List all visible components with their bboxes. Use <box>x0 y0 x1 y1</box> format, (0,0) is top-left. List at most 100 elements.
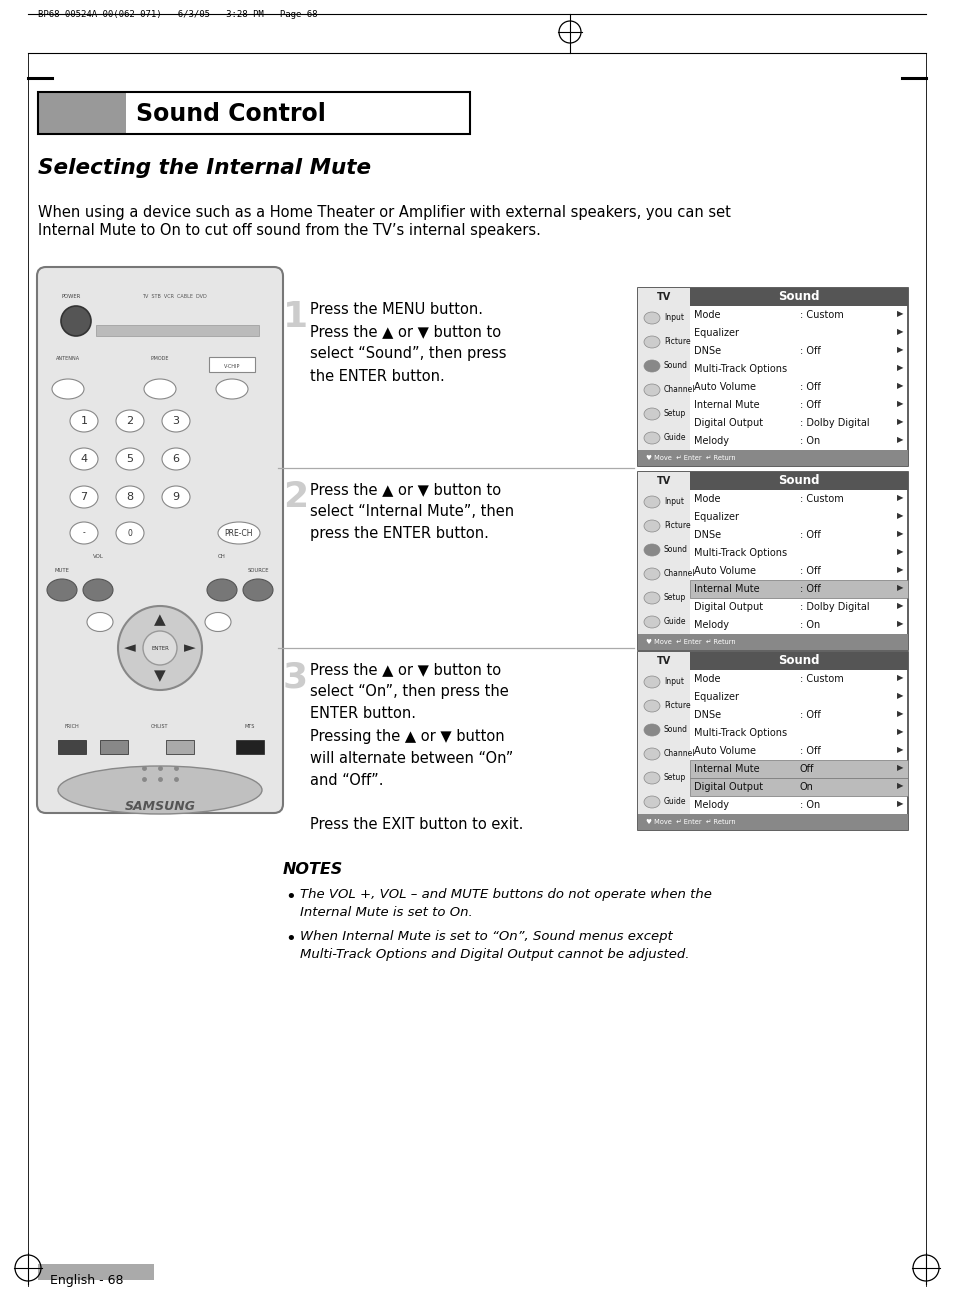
Text: ▶: ▶ <box>896 584 902 592</box>
Text: Input: Input <box>663 497 683 506</box>
Text: Digital Output: Digital Output <box>693 782 762 791</box>
Text: ▶: ▶ <box>896 310 902 319</box>
Text: POWER: POWER <box>62 294 81 299</box>
Text: Channel: Channel <box>663 749 695 758</box>
Bar <box>638 652 689 830</box>
Text: : Custom: : Custom <box>800 493 842 503</box>
Text: English - 68: English - 68 <box>50 1274 123 1287</box>
Bar <box>638 472 907 650</box>
Text: SOURCE: SOURCE <box>247 569 269 572</box>
Ellipse shape <box>643 384 659 396</box>
Text: DNSe: DNSe <box>693 709 720 719</box>
Text: Multi-Track Options: Multi-Track Options <box>693 548 786 558</box>
Text: 8: 8 <box>127 492 133 502</box>
Text: BP68-00524A-00(062-071)   6/3/05   3:28 PM   Page 68: BP68-00524A-00(062-071) 6/3/05 3:28 PM P… <box>38 10 317 20</box>
Text: ENTER: ENTER <box>151 645 169 650</box>
Bar <box>638 472 689 650</box>
Text: ▶: ▶ <box>896 363 902 372</box>
Text: V-CHIP: V-CHIP <box>224 364 240 369</box>
Text: ▶: ▶ <box>896 800 902 808</box>
Bar <box>58 740 86 755</box>
Text: : Dolby Digital: : Dolby Digital <box>800 601 869 611</box>
Bar <box>209 356 254 372</box>
Text: TV: TV <box>657 476 670 487</box>
Ellipse shape <box>643 796 659 808</box>
Text: When Internal Mute is set to “On”, Sound menus except
Multi-Track Options and Di: When Internal Mute is set to “On”, Sound… <box>299 930 689 961</box>
Text: 3: 3 <box>283 660 308 693</box>
Text: CHLIST: CHLIST <box>152 723 169 729</box>
Text: 7: 7 <box>80 492 88 502</box>
Text: SAMSUNG: SAMSUNG <box>125 800 195 813</box>
Ellipse shape <box>643 544 659 556</box>
Text: PRE-CH: PRE-CH <box>225 528 253 537</box>
Bar <box>638 652 907 830</box>
Text: : Off: : Off <box>800 709 820 719</box>
Text: ▶: ▶ <box>896 764 902 773</box>
Ellipse shape <box>643 569 659 580</box>
Text: ♥ Move  ↵ Enter  ↵ Return: ♥ Move ↵ Enter ↵ Return <box>645 455 735 461</box>
Text: ▶: ▶ <box>896 530 902 539</box>
Text: Picture: Picture <box>663 701 690 710</box>
Text: Multi-Track Options: Multi-Track Options <box>693 363 786 373</box>
Text: Mode: Mode <box>693 674 720 683</box>
Text: Auto Volume: Auto Volume <box>693 566 755 575</box>
Text: Press the ▲ or ▼ button to
select “Internal Mute”, then
press the ENTER button.: Press the ▲ or ▼ button to select “Inter… <box>310 481 514 541</box>
Text: ▶: ▶ <box>896 566 902 575</box>
Text: : Off: : Off <box>800 745 820 756</box>
Text: : Off: : Off <box>800 381 820 392</box>
Ellipse shape <box>162 448 190 470</box>
Text: 6: 6 <box>172 454 179 464</box>
Ellipse shape <box>643 496 659 507</box>
Text: 4: 4 <box>80 454 88 464</box>
Bar <box>166 740 193 755</box>
Text: Sound: Sound <box>663 362 687 371</box>
Text: Mode: Mode <box>693 310 720 320</box>
Text: ANTENNA: ANTENNA <box>56 356 80 360</box>
Text: ▶: ▶ <box>896 674 902 683</box>
Ellipse shape <box>58 766 262 814</box>
Ellipse shape <box>87 613 112 631</box>
Bar <box>689 580 907 598</box>
Bar <box>38 92 470 134</box>
Bar <box>689 778 907 796</box>
Ellipse shape <box>643 520 659 532</box>
Ellipse shape <box>70 410 98 432</box>
Text: Setup: Setup <box>663 410 685 419</box>
Ellipse shape <box>643 336 659 347</box>
Text: ▶: ▶ <box>896 436 902 445</box>
Bar <box>96 325 258 336</box>
Ellipse shape <box>70 448 98 470</box>
Text: Press the ▲ or ▼ button to
select “On”, then press the
ENTER button.
Pressing th: Press the ▲ or ▼ button to select “On”, … <box>310 662 523 833</box>
Text: ▶: ▶ <box>896 601 902 610</box>
Text: •: • <box>285 930 295 948</box>
Text: Setup: Setup <box>663 774 685 782</box>
Text: VOL: VOL <box>92 554 103 559</box>
Text: Sound: Sound <box>778 290 819 303</box>
Ellipse shape <box>643 360 659 372</box>
Text: ▶: ▶ <box>896 399 902 409</box>
Circle shape <box>118 606 202 690</box>
Bar <box>638 634 907 650</box>
Bar <box>38 1265 153 1280</box>
Text: ♥ Move  ↵ Enter  ↵ Return: ♥ Move ↵ Enter ↵ Return <box>645 639 735 645</box>
Ellipse shape <box>643 592 659 604</box>
Ellipse shape <box>215 379 248 399</box>
Text: 2: 2 <box>127 416 133 425</box>
Text: Equalizer: Equalizer <box>693 692 739 701</box>
Text: ▶: ▶ <box>896 418 902 427</box>
Bar <box>638 288 689 466</box>
Text: Internal Mute: Internal Mute <box>693 764 759 774</box>
Text: : Dolby Digital: : Dolby Digital <box>800 418 869 428</box>
Text: Sound Control: Sound Control <box>136 101 326 126</box>
Ellipse shape <box>243 579 273 601</box>
Text: : Custom: : Custom <box>800 310 842 320</box>
Bar <box>638 288 907 466</box>
Text: When using a device such as a Home Theater or Amplifier with external speakers, : When using a device such as a Home Theat… <box>38 206 730 220</box>
Text: Sound: Sound <box>778 475 819 488</box>
Text: Equalizer: Equalizer <box>693 511 739 522</box>
Circle shape <box>143 631 177 665</box>
Ellipse shape <box>116 410 144 432</box>
Ellipse shape <box>116 448 144 470</box>
Ellipse shape <box>116 522 144 544</box>
Text: ▶: ▶ <box>896 328 902 337</box>
